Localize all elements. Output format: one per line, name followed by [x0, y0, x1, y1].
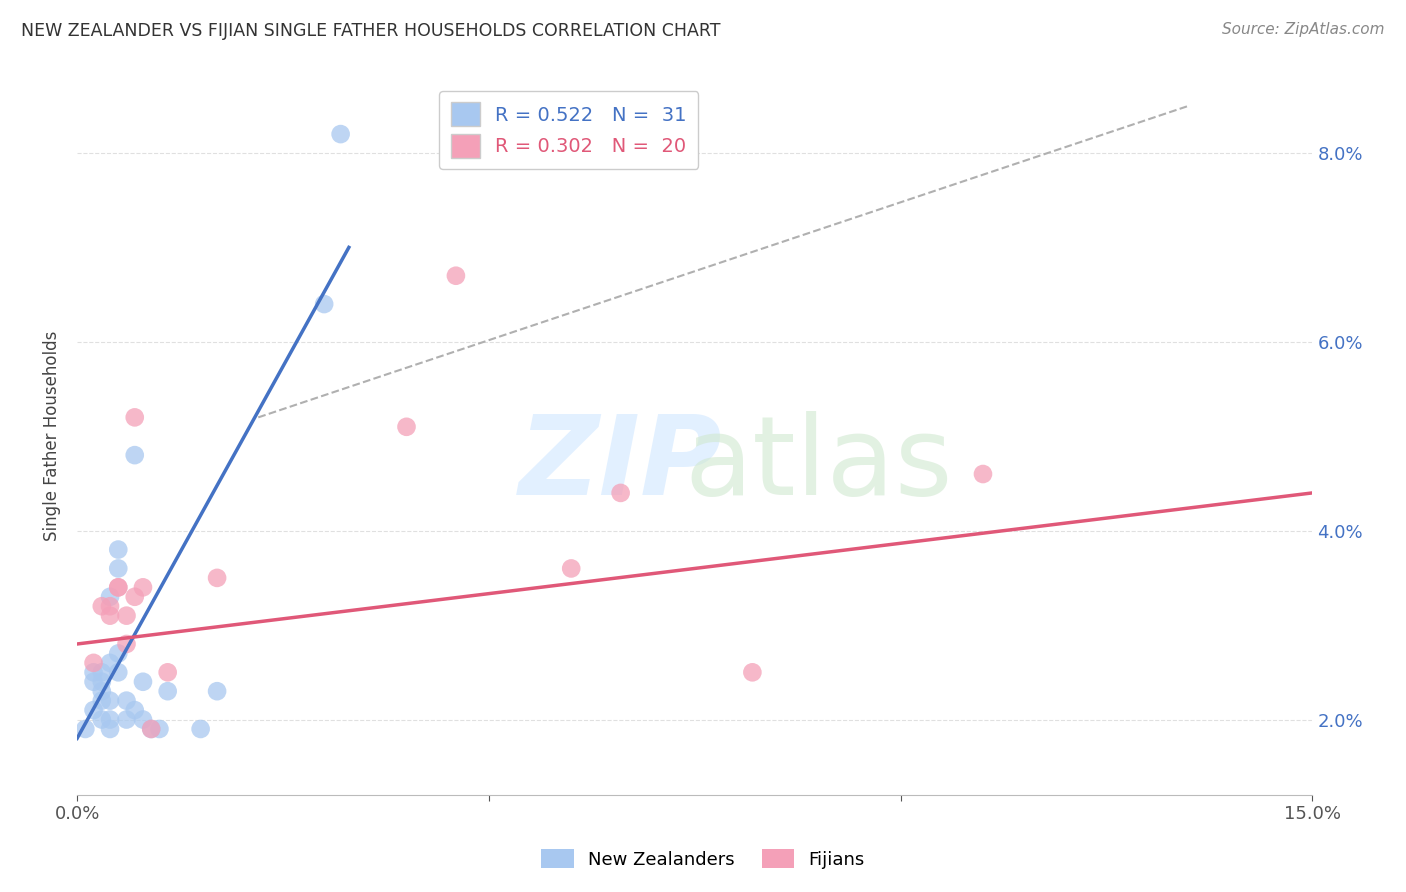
Point	[83, 656, 105, 670]
Point	[124, 703, 146, 717]
Point	[90, 684, 112, 698]
Point	[107, 580, 129, 594]
Point	[141, 722, 163, 736]
Legend: New Zealanders, Fijians: New Zealanders, Fijians	[534, 842, 872, 876]
Point	[124, 590, 146, 604]
Point	[115, 637, 138, 651]
Point	[98, 722, 121, 736]
Point	[124, 448, 146, 462]
Point	[107, 561, 129, 575]
Point	[98, 590, 121, 604]
Point	[314, 297, 336, 311]
Point	[205, 684, 228, 698]
Point	[444, 268, 467, 283]
Point	[329, 127, 352, 141]
Point	[156, 665, 179, 680]
Text: Source: ZipAtlas.com: Source: ZipAtlas.com	[1222, 22, 1385, 37]
Text: ZIP: ZIP	[519, 411, 723, 518]
Point	[148, 722, 170, 736]
Point	[98, 656, 121, 670]
Legend: R = 0.522   N =  31, R = 0.302   N =  20: R = 0.522 N = 31, R = 0.302 N = 20	[439, 91, 699, 169]
Point	[83, 674, 105, 689]
Point	[90, 674, 112, 689]
Point	[107, 580, 129, 594]
Point	[83, 665, 105, 680]
Point	[98, 599, 121, 614]
Point	[190, 722, 212, 736]
Point	[90, 599, 112, 614]
Point	[132, 580, 155, 594]
Point	[609, 486, 631, 500]
Point	[560, 561, 582, 575]
Point	[741, 665, 763, 680]
Point	[395, 419, 418, 434]
Text: NEW ZEALANDER VS FIJIAN SINGLE FATHER HOUSEHOLDS CORRELATION CHART: NEW ZEALANDER VS FIJIAN SINGLE FATHER HO…	[21, 22, 721, 40]
Point	[107, 665, 129, 680]
Point	[83, 703, 105, 717]
Point	[115, 693, 138, 707]
Point	[98, 693, 121, 707]
Point	[107, 542, 129, 557]
Point	[132, 674, 155, 689]
Text: atlas: atlas	[685, 411, 952, 518]
Point	[115, 713, 138, 727]
Point	[205, 571, 228, 585]
Point	[107, 647, 129, 661]
Point	[141, 722, 163, 736]
Point	[115, 608, 138, 623]
Point	[98, 713, 121, 727]
Point	[98, 608, 121, 623]
Point	[90, 693, 112, 707]
Point	[132, 713, 155, 727]
Point	[156, 684, 179, 698]
Point	[75, 722, 97, 736]
Point	[972, 467, 994, 481]
Point	[90, 713, 112, 727]
Point	[124, 410, 146, 425]
Point	[90, 665, 112, 680]
Y-axis label: Single Father Households: Single Father Households	[44, 331, 60, 541]
